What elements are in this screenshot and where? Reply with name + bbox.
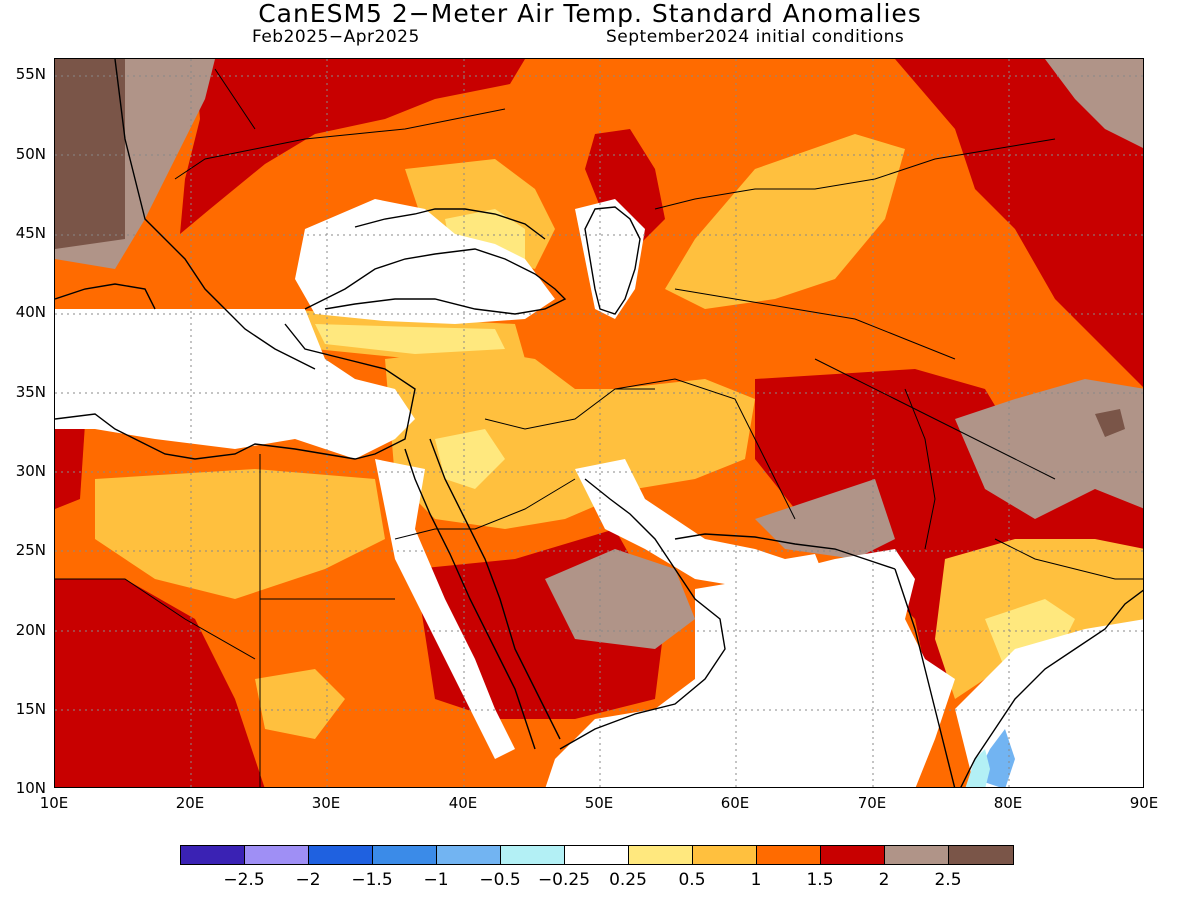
colorbar-label-2: −1.5	[351, 870, 393, 890]
lat-label-25n: 25N	[15, 541, 46, 559]
anomaly-region-0.5-sudan	[255, 669, 345, 739]
lon-label-90e: 90E	[1129, 794, 1159, 812]
colorbar-label-3: −1	[423, 870, 449, 890]
colorbar-swatch-5	[501, 846, 565, 864]
colorbar-swatch-6	[565, 846, 629, 864]
anomaly-map	[54, 58, 1144, 788]
country-borders	[55, 68, 1143, 787]
forecast-period: Feb2025−Apr2025	[252, 27, 420, 47]
colorbar-label-0: −2.5	[223, 870, 265, 890]
colorbar-swatch-11	[885, 846, 949, 864]
colorbar-label-4: −0.5	[479, 870, 521, 890]
anomaly-region-2.5-northeast	[1045, 59, 1143, 148]
colorbar-label-11: 2.5	[934, 870, 962, 890]
colorbar-swatch-7	[629, 846, 693, 864]
lat-label-35n: 35N	[15, 383, 46, 401]
lat-label-30n: 30N	[15, 462, 46, 480]
colorbar-swatch-0	[181, 846, 245, 864]
colorbar	[180, 845, 1014, 865]
anomaly-region-neutral-caspian	[575, 199, 645, 319]
anomaly-region-2.5-pakistan	[755, 479, 895, 559]
lon-label-60e: 60E	[720, 794, 750, 812]
anomaly-map-canvas	[55, 59, 1143, 787]
colorbar-swatch-10	[821, 846, 885, 864]
colorbar-swatch-1	[245, 846, 309, 864]
colorbar-label-5: −0.25	[537, 870, 591, 890]
lon-label-30e: 30E	[311, 794, 341, 812]
colorbar-label-7: 0.5	[678, 870, 706, 890]
colorbar-label-6: 0.25	[609, 870, 647, 890]
anomaly-region-2-sahara-south	[55, 579, 265, 787]
anomaly-region-0.25-syria	[435, 429, 505, 489]
anomaly-region-cool-ocean-light	[965, 749, 990, 787]
lon-label-50e: 50E	[584, 794, 614, 812]
lat-label-50n: 50N	[15, 145, 46, 163]
lon-label-80e: 80E	[993, 794, 1023, 812]
coastlines	[55, 59, 1143, 787]
anomaly-region-neutral-gulf	[575, 459, 825, 589]
anomaly-region-2-libya	[55, 424, 85, 509]
anomaly-region-2-south-asia	[755, 369, 1143, 719]
lat-lon-grid	[55, 59, 1143, 787]
colorbar-label-10: 2	[878, 870, 890, 890]
colorbar-swatch-2	[309, 846, 373, 864]
lon-label-20e: 20E	[175, 794, 205, 812]
lat-label-55n: 55N	[15, 65, 46, 83]
anomaly-region-0.25-turkey	[315, 324, 505, 354]
anomaly-region-2-northeast	[895, 59, 1143, 387]
colorbar-label-1: −2	[295, 870, 321, 890]
initial-conditions: September2024 initial conditions	[606, 27, 905, 47]
lat-label-15n: 15N	[15, 700, 46, 718]
colorbar-label-9: 1.5	[806, 870, 834, 890]
lat-label-40n: 40N	[15, 303, 46, 321]
anomaly-region-neutral-mediterranean	[55, 309, 415, 459]
anomaly-region-3-alps	[55, 59, 125, 249]
lon-label-40e: 40E	[448, 794, 478, 812]
lon-label-70e: 70E	[857, 794, 887, 812]
colorbar-label-8: 1	[750, 870, 762, 890]
anomaly-region-2.5-oman	[545, 549, 695, 649]
anomaly-region-0.5-sahara	[95, 469, 385, 599]
anomaly-region-neutral-black-sea	[295, 199, 555, 324]
anomaly-region-2-europe	[180, 59, 525, 234]
colorbar-swatch-3	[373, 846, 437, 864]
lon-label-10e: 10E	[39, 794, 69, 812]
anomaly-region-3-tibet	[1095, 409, 1125, 437]
anomaly-region-0.5-central-asia	[665, 134, 905, 309]
anomaly-region-neutral-red-sea	[375, 459, 515, 759]
colorbar-swatch-12	[949, 846, 1013, 864]
map-title: CanESM5 2−Meter Air Temp. Standard Anoma…	[258, 0, 922, 28]
colorbar-swatch-8	[693, 846, 757, 864]
colorbar-swatch-9	[757, 846, 821, 864]
lat-label-20n: 20N	[15, 621, 46, 639]
lat-label-10n: 10N	[15, 779, 46, 797]
anomaly-region-neutral-arabian-sea	[545, 549, 955, 787]
lat-label-45n: 45N	[15, 224, 46, 242]
colorbar-swatch-4	[437, 846, 501, 864]
